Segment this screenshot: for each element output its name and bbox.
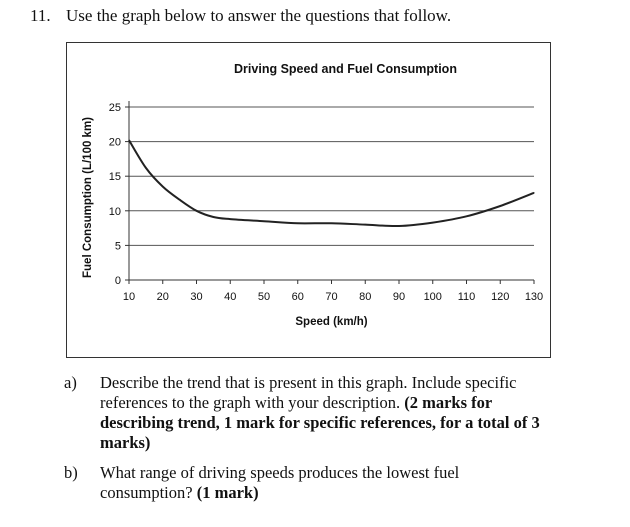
x-tick-label: 90 (393, 291, 405, 303)
y-tick-label: 0 (115, 275, 121, 287)
part-a-label: a) (64, 373, 77, 392)
part-b-marks: (1 mark) (196, 483, 259, 502)
part-b-text: What range of driving speeds produces th… (100, 463, 460, 502)
x-tick-label: 50 (258, 291, 270, 303)
data-point (398, 225, 400, 227)
data-point (533, 192, 535, 194)
series-line (128, 139, 535, 228)
question-part-a: a) Describe the trend that is present in… (64, 373, 544, 453)
x-tick-label: 20 (157, 291, 169, 303)
y-axis-label: Fuel Consumption (L/100 km) (82, 117, 94, 278)
part-a-text: Describe the trend that is present in th… (100, 373, 517, 412)
data-point (162, 185, 164, 188)
x-tick-label: 120 (491, 291, 509, 303)
chart-frame: Driving Speed and Fuel Consumption 0 5 10 15… (66, 42, 551, 358)
part-a-marks: (2 marks for describing trend, 1 mark fo… (100, 393, 540, 452)
question-prompt: Use the graph below to answer the questi… (66, 6, 452, 25)
x-tick-label: 80 (359, 291, 371, 303)
data-point (128, 139, 130, 141)
question-part-b: b) What range of driving speeds produces… (64, 463, 544, 507)
data-point (145, 167, 147, 169)
x-tick-label: 100 (424, 291, 442, 303)
x-tick-label: 30 (190, 291, 202, 303)
question-number: 11. (30, 6, 51, 25)
data-point (499, 205, 501, 207)
y-tick-label: 5 (115, 240, 121, 252)
data-point (195, 210, 198, 212)
data-point (297, 222, 299, 224)
data-point (465, 215, 468, 217)
x-tick-label: 40 (224, 291, 236, 303)
data-point (364, 224, 366, 226)
x-tick-label: 70 (325, 291, 337, 303)
part-b-label: b) (64, 463, 78, 482)
y-tick-label: 15 (109, 171, 121, 183)
data-point (212, 216, 214, 218)
chart-title: Driving Speed and Fuel Consumption (234, 62, 457, 76)
fuel-consumption-chart: Driving Speed and Fuel Consumption 0 5 10 15… (82, 62, 543, 328)
x-tick-label: 60 (292, 291, 304, 303)
data-point (229, 218, 231, 220)
y-tick-label: 10 (109, 206, 121, 218)
x-tick-label: 110 (458, 291, 476, 303)
x-tick-label: 130 (525, 291, 543, 303)
y-tick-label: 25 (109, 102, 121, 114)
x-tick-label: 10 (123, 291, 135, 303)
data-point (432, 221, 434, 224)
y-tick-label: 20 (109, 137, 121, 149)
data-point (330, 222, 333, 224)
data-point (179, 199, 181, 201)
x-axis-label: Speed (km/h) (295, 316, 367, 328)
data-point (263, 220, 265, 222)
